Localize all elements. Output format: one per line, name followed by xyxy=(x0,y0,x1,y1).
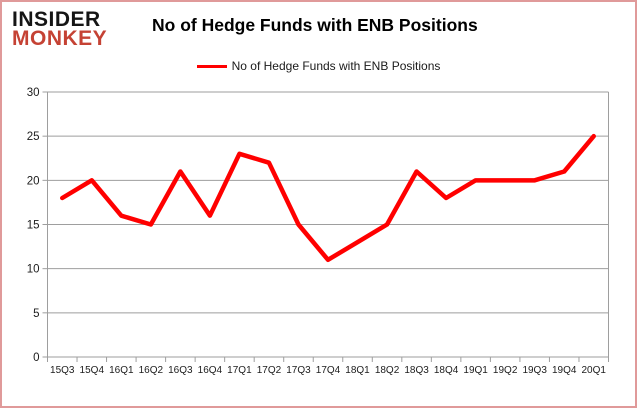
insider-monkey-logo: INSIDER MONKEY xyxy=(12,8,108,51)
svg-text:18Q4: 18Q4 xyxy=(434,365,459,376)
svg-text:19Q3: 19Q3 xyxy=(522,365,547,376)
svg-text:16Q1: 16Q1 xyxy=(109,365,134,376)
svg-text:15Q3: 15Q3 xyxy=(50,365,75,376)
svg-text:25: 25 xyxy=(27,131,40,143)
logo-text-insider: INSIDER xyxy=(12,8,101,31)
svg-text:5: 5 xyxy=(33,308,39,320)
svg-text:17Q1: 17Q1 xyxy=(227,365,252,376)
svg-text:0: 0 xyxy=(33,352,39,364)
svg-text:17Q4: 17Q4 xyxy=(316,365,341,376)
svg-text:17Q2: 17Q2 xyxy=(257,365,282,376)
svg-text:19Q4: 19Q4 xyxy=(552,365,577,376)
svg-text:16Q4: 16Q4 xyxy=(198,365,223,376)
svg-text:17Q3: 17Q3 xyxy=(286,365,311,376)
svg-text:20: 20 xyxy=(27,175,40,187)
svg-text:10: 10 xyxy=(27,264,40,276)
svg-text:19Q1: 19Q1 xyxy=(463,365,488,376)
svg-text:18Q1: 18Q1 xyxy=(345,365,370,376)
svg-text:16Q3: 16Q3 xyxy=(168,365,193,376)
chart-legend: No of Hedge Funds with ENB Positions xyxy=(2,59,635,73)
svg-text:16Q2: 16Q2 xyxy=(139,365,164,376)
chart-title: No of Hedge Funds with ENB Positions xyxy=(152,15,478,35)
legend-label: No of Hedge Funds with ENB Positions xyxy=(231,59,441,73)
svg-text:30: 30 xyxy=(27,87,40,99)
svg-text:15Q4: 15Q4 xyxy=(80,365,105,376)
svg-text:18Q2: 18Q2 xyxy=(375,365,400,376)
svg-text:19Q2: 19Q2 xyxy=(493,365,518,376)
svg-text:20Q1: 20Q1 xyxy=(582,365,607,376)
legend-line-swatch xyxy=(196,64,227,68)
logo-text-monkey: MONKEY xyxy=(12,27,108,51)
svg-text:18Q3: 18Q3 xyxy=(404,365,429,376)
svg-text:15: 15 xyxy=(27,220,40,232)
